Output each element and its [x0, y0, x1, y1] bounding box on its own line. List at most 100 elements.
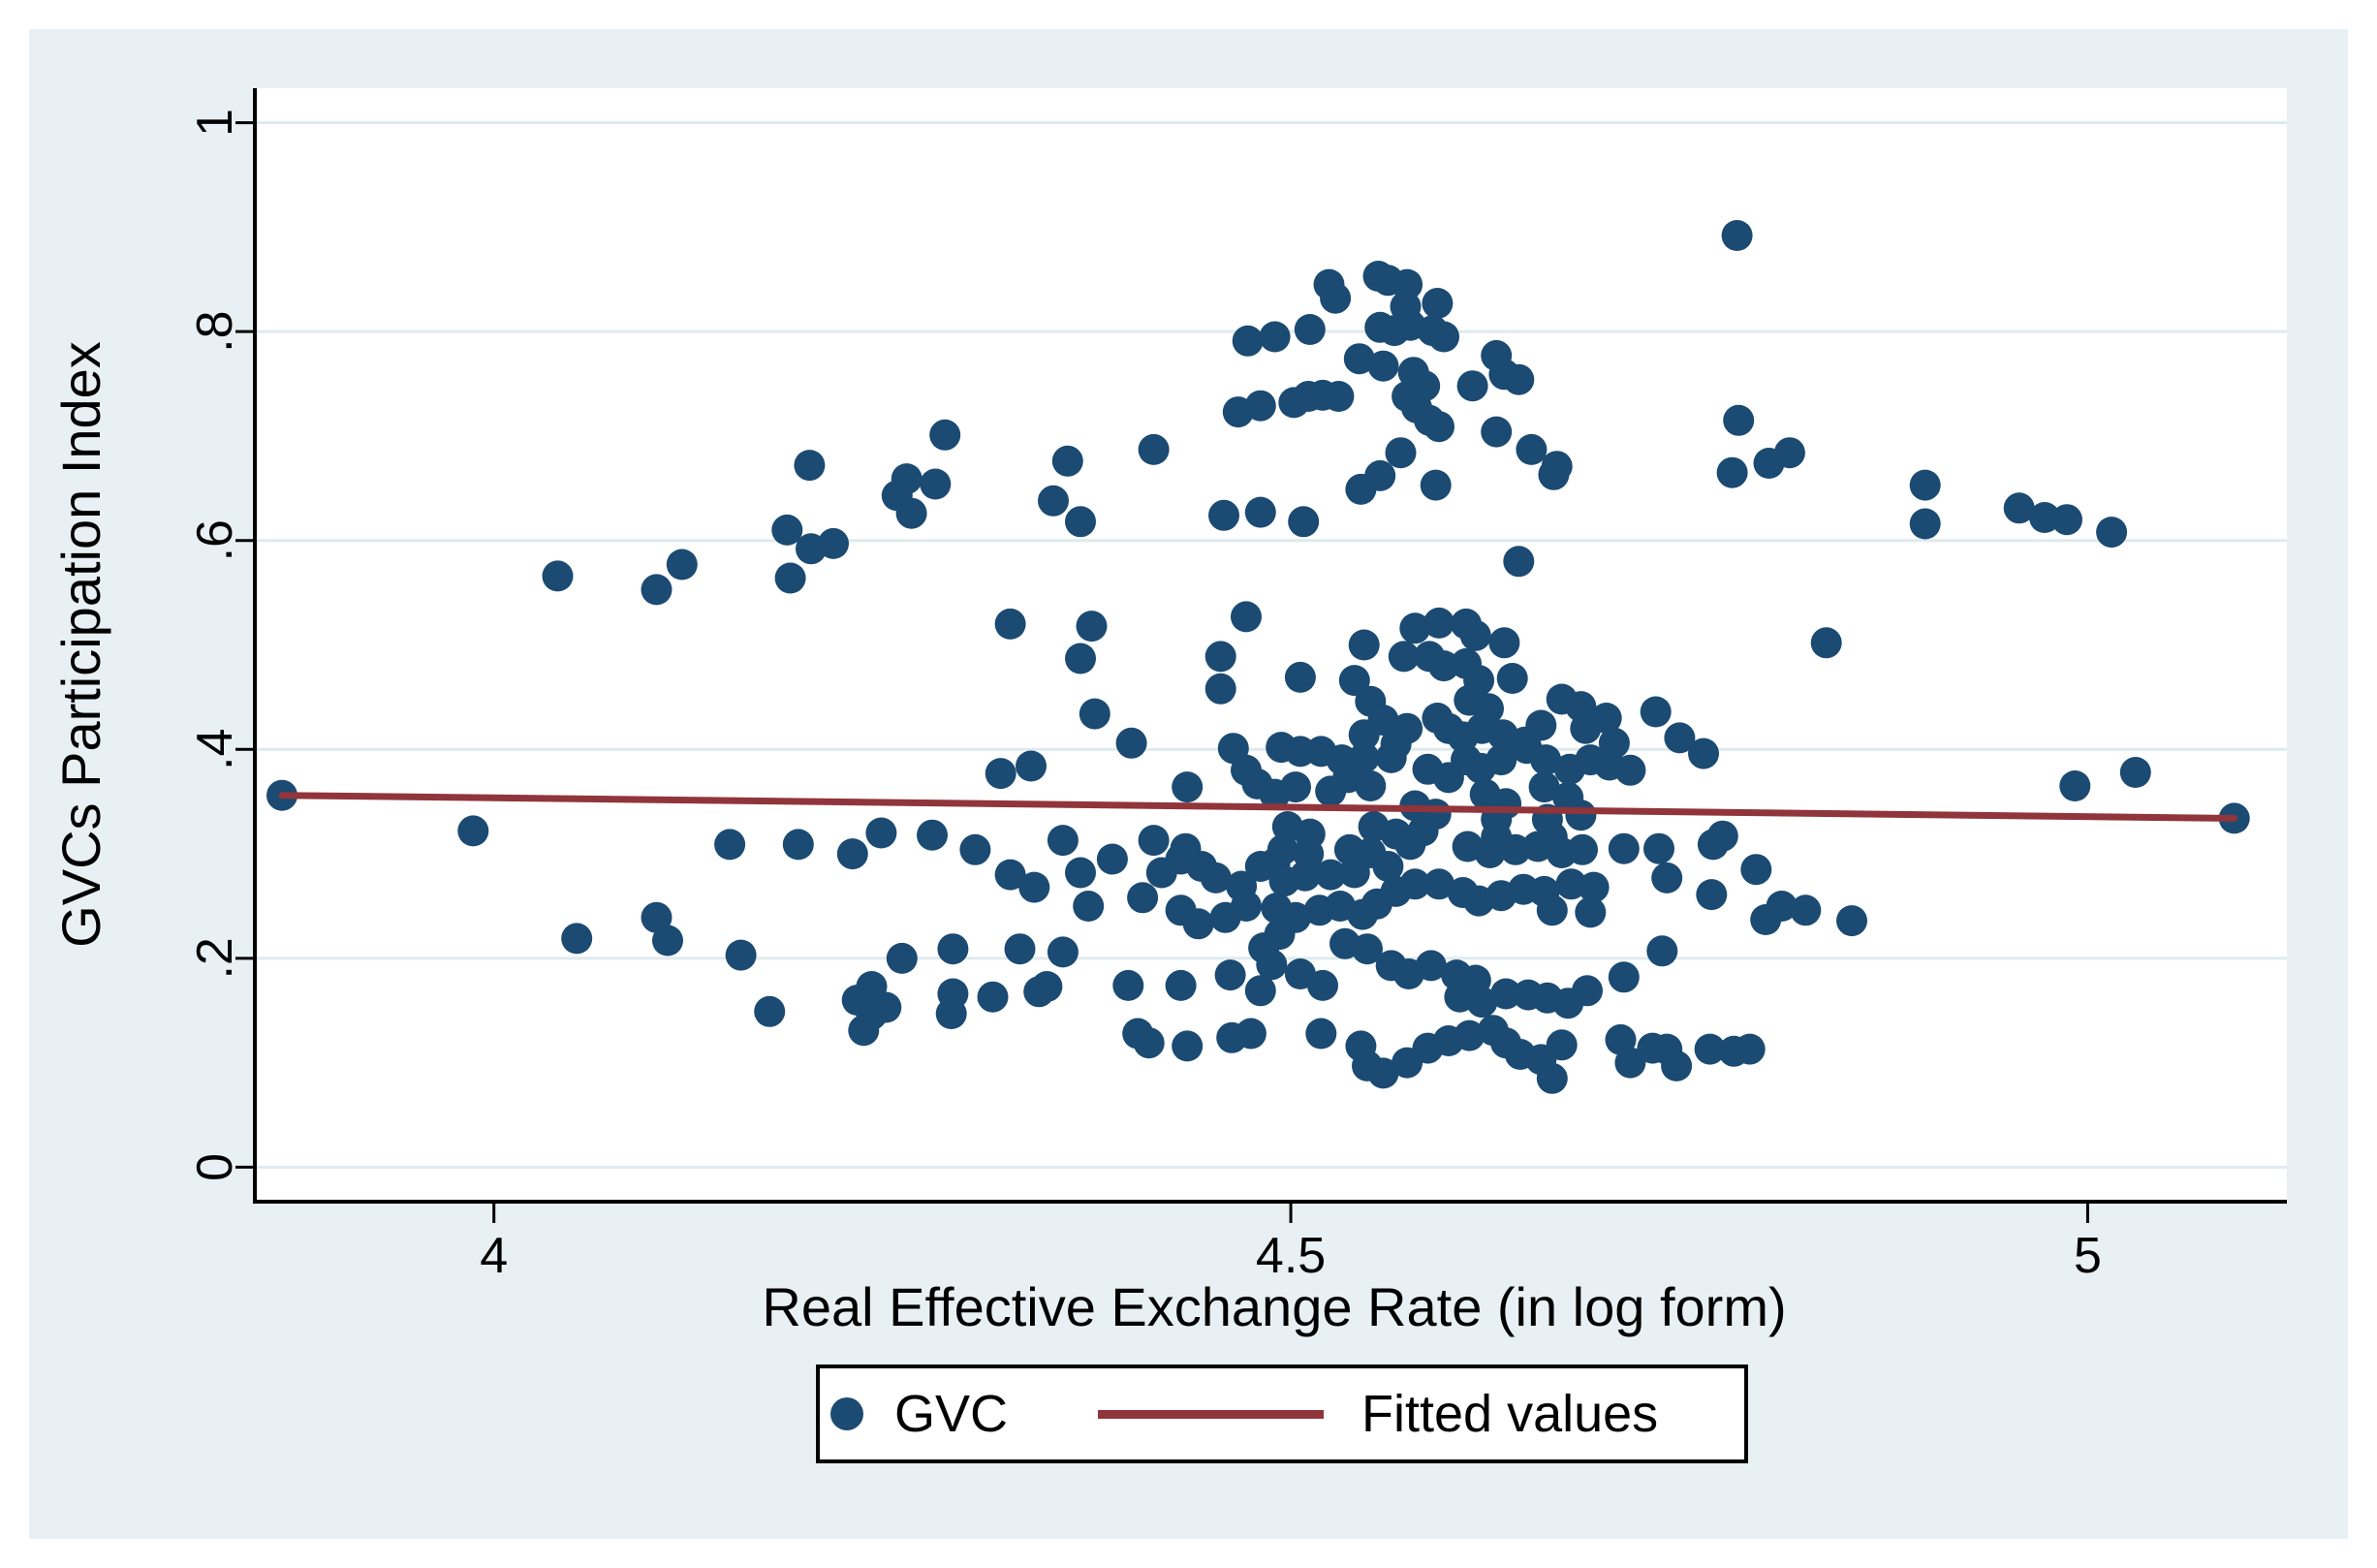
fitted-values-legend-label: Fitted values — [1361, 1385, 1659, 1443]
gvc-point — [1688, 737, 1719, 769]
gvc-point — [1367, 705, 1399, 737]
y-tick-label: 1 — [187, 109, 243, 137]
gvc-point — [1420, 799, 1452, 831]
gvc-point — [865, 817, 897, 849]
gvc-point — [1165, 969, 1197, 1001]
gvc-point — [1065, 857, 1096, 889]
gvc-point — [1182, 908, 1214, 940]
gvc-point — [1364, 459, 1396, 491]
gvc-point — [771, 514, 803, 546]
gvc-point — [1646, 935, 1678, 967]
x-axis-title: Real Effective Exchange Rate (in log for… — [762, 1276, 1786, 1337]
gvc-point — [1305, 1018, 1337, 1050]
gvc-point — [1096, 843, 1128, 875]
gvc-point — [1466, 987, 1498, 1019]
gvc-point — [937, 933, 969, 965]
legend: GVC Fitted values — [816, 1364, 1748, 1463]
gvc-point — [1018, 871, 1050, 903]
gvc-point — [1172, 771, 1204, 803]
gvc-point — [1716, 456, 1748, 488]
gvc-point — [1323, 381, 1355, 412]
gvc-point — [1651, 862, 1683, 894]
gvc-point — [1423, 868, 1454, 900]
gvc-point — [1047, 825, 1079, 857]
gvc-point — [1280, 771, 1311, 803]
gvc-point — [1047, 936, 1079, 968]
gvc-point — [1420, 469, 1452, 501]
gvc-point — [1459, 619, 1491, 651]
gvc-point — [1640, 696, 1672, 728]
gvc-point — [1235, 1018, 1267, 1050]
plot-area — [255, 88, 2287, 1202]
gvc-point — [1367, 1057, 1399, 1089]
gvc-point — [1490, 788, 1522, 820]
y-axis-title: GVCs Participation Index — [50, 341, 111, 948]
gvc-point — [1661, 1050, 1693, 1082]
gvc-point — [1138, 825, 1170, 857]
gvc-point — [1244, 975, 1276, 1007]
gvc-point — [1294, 314, 1326, 345]
x-tick-label: 4 — [480, 1228, 508, 1284]
gvc-point — [1348, 741, 1380, 773]
gvc-point — [457, 815, 489, 847]
gvc-point — [1790, 894, 1822, 926]
gvc-point — [641, 901, 672, 933]
fitted-line — [278, 792, 2238, 822]
gvc-point — [1348, 629, 1380, 661]
gvc-point — [1280, 901, 1311, 933]
gvc-point — [652, 925, 683, 956]
gvc-point — [1503, 546, 1535, 578]
gvc-point — [794, 450, 826, 482]
x-tick-label: 4.5 — [1256, 1228, 1326, 1284]
gvc-point — [1073, 891, 1105, 922]
gvc-point — [1392, 268, 1423, 300]
gvc-point — [1423, 411, 1454, 443]
gvc-point — [1343, 343, 1375, 375]
gvc-point — [1454, 1019, 1486, 1051]
gvc-point — [1115, 727, 1147, 759]
gvc-point — [1399, 612, 1431, 644]
gvc-point — [1112, 969, 1144, 1001]
gvc-point — [1567, 833, 1598, 865]
gvc-point — [2096, 517, 2128, 549]
gvc-point — [1536, 894, 1568, 926]
gvc-point — [1463, 665, 1495, 697]
gvc-point — [1481, 416, 1513, 448]
gvc-point — [985, 758, 1016, 790]
gvc-point — [542, 560, 574, 592]
gvc-point — [1338, 665, 1370, 697]
gvc-legend-marker-icon — [830, 1397, 863, 1430]
gvc-point — [1614, 1047, 1646, 1079]
gvc-point — [1284, 661, 1316, 693]
gvc-point — [666, 549, 698, 580]
gvc-point — [1909, 469, 1941, 501]
gvc-point — [2119, 757, 2151, 788]
gvc-point — [1575, 896, 1607, 928]
gvc-point — [1486, 744, 1517, 776]
gvc-point — [1076, 611, 1108, 643]
gvc-point — [1423, 607, 1454, 639]
gvc-point — [2029, 502, 2060, 533]
gvc-point — [1204, 641, 1236, 673]
gvc-point — [1294, 818, 1326, 850]
gvc-point — [1385, 437, 1417, 469]
gvc-point — [1428, 650, 1459, 682]
gvc-point — [959, 833, 991, 865]
gvc-point — [1473, 693, 1504, 725]
gvc-point — [1367, 350, 1399, 382]
gvc-point — [1172, 1030, 1204, 1062]
gvc-point — [1399, 868, 1431, 900]
gvc-point — [1590, 703, 1622, 734]
gvc-point — [725, 939, 757, 971]
gvc-point — [1016, 750, 1047, 782]
gvc-point — [1643, 832, 1674, 864]
gvc-point — [1204, 673, 1236, 705]
y-ticks: 0 .2 .4 .6 .8 1 — [187, 109, 255, 1181]
gvc-point — [1516, 433, 1548, 465]
gvc-point — [1664, 722, 1696, 754]
gvc-point — [1608, 832, 1640, 864]
fitted-values-legend-marker-icon — [1098, 1409, 1325, 1419]
gvc-point — [1388, 641, 1420, 673]
